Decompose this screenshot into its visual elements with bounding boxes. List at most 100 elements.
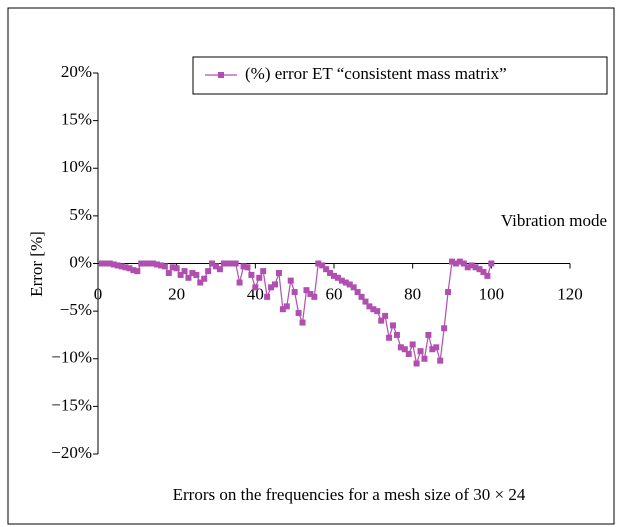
y-axis-label: Error [%] bbox=[27, 231, 46, 297]
data-point bbox=[433, 344, 440, 351]
data-point bbox=[460, 260, 467, 267]
data-point bbox=[177, 271, 184, 278]
data-point bbox=[185, 274, 192, 281]
data-point bbox=[382, 312, 389, 319]
data-point bbox=[193, 271, 200, 278]
data-point bbox=[224, 260, 231, 267]
data-point bbox=[283, 303, 290, 310]
data-point bbox=[452, 260, 459, 267]
data-point bbox=[386, 334, 393, 341]
y-tick-label: −15% bbox=[51, 395, 92, 414]
y-tick-label: −5% bbox=[60, 300, 92, 319]
data-point bbox=[244, 264, 251, 271]
y-tick-label: 5% bbox=[69, 205, 92, 224]
data-point bbox=[209, 260, 216, 267]
data-point bbox=[421, 355, 428, 362]
data-point bbox=[118, 263, 125, 270]
data-point bbox=[240, 263, 247, 270]
data-point bbox=[409, 341, 416, 348]
data-point bbox=[102, 260, 109, 267]
data-point bbox=[303, 287, 310, 294]
data-point bbox=[275, 270, 282, 277]
data-point bbox=[480, 269, 487, 276]
data-point bbox=[390, 322, 396, 329]
data-point bbox=[220, 260, 227, 267]
data-point bbox=[449, 258, 455, 265]
frame bbox=[7, 7, 615, 525]
data-point bbox=[98, 260, 105, 267]
data-point bbox=[268, 284, 275, 291]
y-tick-label: 0% bbox=[69, 252, 92, 271]
data-point bbox=[146, 260, 153, 267]
data-point bbox=[331, 272, 337, 279]
data-point bbox=[291, 289, 298, 296]
data-point bbox=[307, 290, 314, 297]
data-point bbox=[272, 281, 278, 288]
data-point bbox=[130, 267, 137, 274]
y-tick-label: 15% bbox=[61, 110, 92, 129]
data-point bbox=[413, 360, 420, 367]
data-point bbox=[323, 266, 330, 273]
data-point bbox=[334, 274, 341, 281]
data-point bbox=[197, 279, 204, 286]
data-point bbox=[122, 264, 129, 271]
data-point bbox=[362, 298, 369, 305]
data-point bbox=[445, 289, 452, 296]
data-point bbox=[232, 260, 239, 267]
caption: Errors on the frequencies for a mesh siz… bbox=[173, 485, 526, 504]
data-point bbox=[417, 348, 424, 355]
data-point bbox=[256, 274, 263, 281]
data-point bbox=[338, 277, 345, 284]
x-tick-label: 20 bbox=[168, 284, 185, 303]
series-line bbox=[101, 260, 492, 366]
data-point bbox=[315, 260, 322, 267]
data-point bbox=[157, 262, 164, 269]
data-point bbox=[299, 319, 306, 326]
data-point bbox=[405, 350, 412, 357]
legend-label: (%) error ET “consistent mass matrix” bbox=[245, 64, 507, 83]
data-point bbox=[358, 293, 365, 300]
data-point bbox=[228, 260, 235, 267]
data-point bbox=[236, 279, 243, 286]
data-point bbox=[468, 262, 475, 269]
data-point bbox=[397, 344, 404, 351]
data-point bbox=[114, 262, 121, 269]
data-point bbox=[205, 268, 212, 275]
x-tick-label: 120 bbox=[557, 284, 583, 303]
data-point bbox=[441, 325, 448, 332]
y-tick-label: −20% bbox=[51, 443, 92, 462]
data-point bbox=[472, 264, 479, 271]
data-point bbox=[248, 271, 255, 278]
data-point bbox=[350, 284, 357, 291]
x-tick-label: 0 bbox=[94, 284, 103, 303]
data-point bbox=[464, 264, 471, 271]
data-point bbox=[425, 331, 432, 338]
data-point bbox=[366, 303, 373, 310]
data-point bbox=[295, 310, 302, 317]
data-point bbox=[173, 265, 180, 272]
x-tick-label: 100 bbox=[479, 284, 505, 303]
y-tick-label: 10% bbox=[61, 157, 92, 176]
data-point bbox=[370, 306, 377, 313]
data-point bbox=[181, 268, 188, 275]
data-point bbox=[354, 289, 361, 296]
data-point bbox=[287, 277, 294, 284]
data-point bbox=[189, 270, 196, 277]
data-point bbox=[134, 268, 141, 275]
x-tick-label: 60 bbox=[326, 284, 343, 303]
legend-marker bbox=[218, 72, 224, 78]
data-point bbox=[484, 272, 491, 279]
data-point bbox=[138, 260, 145, 267]
x-axis-label: Vibration mode bbox=[501, 211, 607, 230]
data-point bbox=[252, 284, 259, 291]
data-point bbox=[311, 293, 318, 300]
data-point bbox=[437, 357, 444, 364]
data-point bbox=[319, 262, 326, 269]
data-point bbox=[476, 266, 483, 273]
data-point bbox=[260, 268, 267, 275]
data-point bbox=[279, 306, 286, 313]
data-point bbox=[165, 270, 172, 277]
y-tick-label: 20% bbox=[61, 62, 92, 81]
data-point bbox=[126, 265, 133, 272]
